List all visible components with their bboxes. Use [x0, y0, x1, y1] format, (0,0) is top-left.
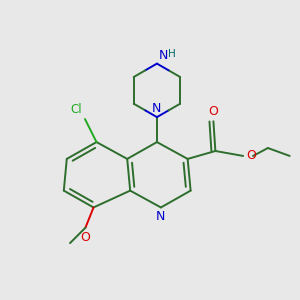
Text: O: O: [208, 105, 218, 118]
Text: N: N: [152, 102, 162, 115]
Text: O: O: [80, 231, 90, 244]
Text: Cl: Cl: [70, 103, 82, 116]
Text: O: O: [246, 149, 256, 162]
Text: N: N: [156, 210, 166, 224]
Text: N: N: [159, 49, 168, 62]
Text: H: H: [168, 49, 176, 59]
